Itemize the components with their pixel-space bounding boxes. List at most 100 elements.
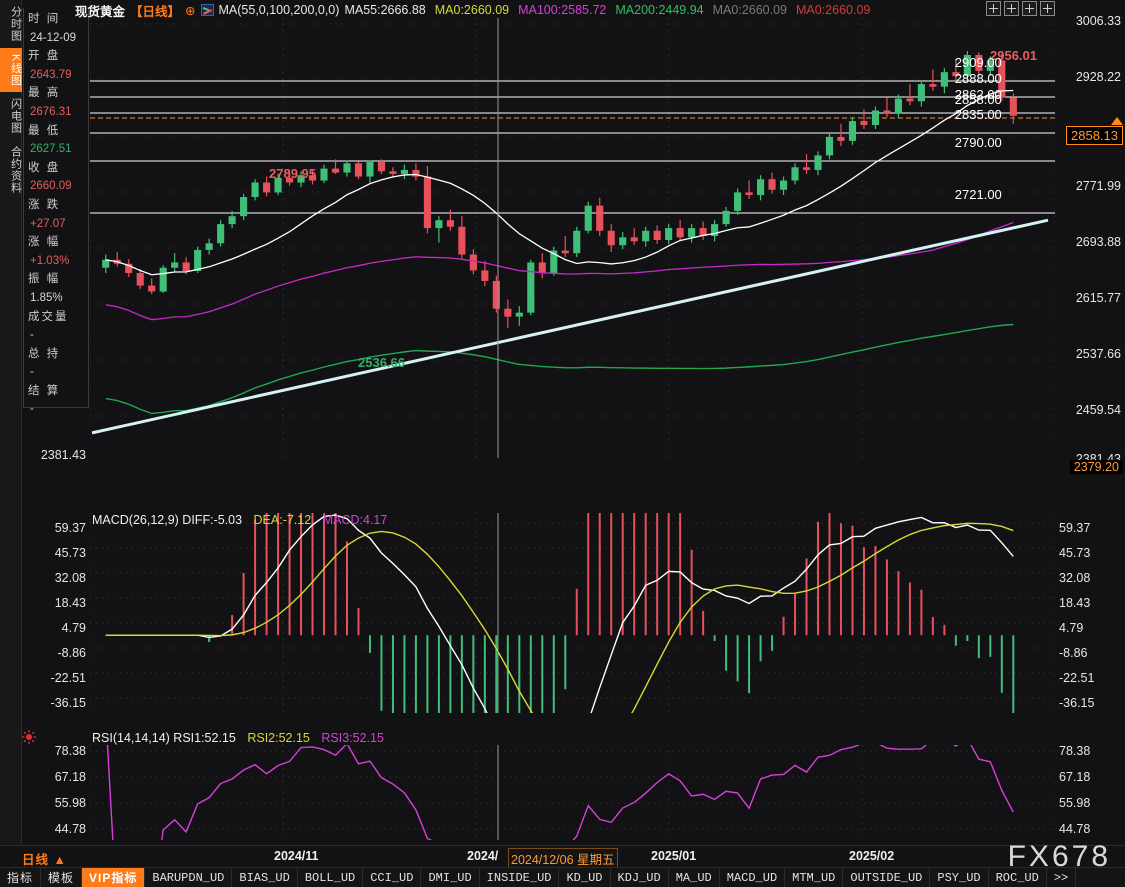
rsi-tick: 78.38 <box>1059 744 1091 758</box>
tb-vip-indicator[interactable]: VIP指标 <box>82 868 146 887</box>
macd-tick: -36.15 <box>50 696 86 710</box>
info-label: 振 幅 <box>28 273 61 286</box>
time-tick: 2024/11 <box>274 849 319 863</box>
rail-item-lightning[interactable]: 闪电图 <box>9 98 22 135</box>
sun-burst-icon[interactable] <box>22 730 36 744</box>
price-line-label: 2888.00 <box>954 71 1002 86</box>
ma-value: MA100:2585.72 <box>518 3 607 17</box>
rsi-tick: 55.98 <box>1059 796 1091 810</box>
macd-tick: 4.79 <box>61 621 86 635</box>
tb-cci[interactable]: CCI_UD <box>363 868 422 887</box>
tb-outside[interactable]: OUTSIDE_UD <box>843 868 931 887</box>
info-label: 总 持 <box>28 347 61 360</box>
price-line-label: 2862.00 <box>954 87 1002 102</box>
tb-kd[interactable]: KD_UD <box>559 868 611 887</box>
instrument-name: 现货黄金 <box>75 4 126 19</box>
macd-tick: 32.08 <box>1059 571 1091 585</box>
last-price-badge: 2858.13 <box>1066 126 1123 145</box>
info-value: - <box>30 366 34 379</box>
macd-tick: -8.86 <box>1059 646 1088 660</box>
indicator-toolbar: 指标 模板 VIP指标 BARUPDN_UD BIAS_UD BOLL_UD CCI_UD D… <box>0 867 1125 887</box>
info-label: 最 低 <box>28 124 61 137</box>
tb-kdj[interactable]: KDJ_UD <box>611 868 669 887</box>
macd-tick: 18.43 <box>1059 596 1091 610</box>
price-line-label: 2909.00 <box>954 55 1002 70</box>
chart-header: 现货黄金 【日线】 ⊕ MA(55,0,100,200,0,0) MA55:26… <box>75 1 1125 19</box>
tb-boll[interactable]: BOLL_UD <box>298 868 364 887</box>
fit-left-tool[interactable] <box>1004 1 1019 16</box>
ma-value: MA200:2449.94 <box>615 3 704 17</box>
tb-mtm[interactable]: MTM_UD <box>785 868 844 887</box>
info-value: 2643.79 <box>30 68 72 81</box>
info-label: 开 盘 <box>28 50 61 63</box>
price-tick: 3006.33 <box>1075 14 1121 28</box>
rsi-tick: 67.18 <box>1059 770 1091 784</box>
ma-value: MA0:2660.09 <box>796 3 871 17</box>
main-candlestick-panel[interactable] <box>90 18 1055 458</box>
tb-ma[interactable]: MA_UD <box>669 868 720 887</box>
info-value: +1.03% <box>30 254 70 267</box>
info-value: - <box>30 329 34 342</box>
info-value: 1.85% <box>30 291 63 304</box>
time-tick: 2024/ <box>467 849 499 863</box>
quote-info-panel: 时 间 24-12-09 开 盘 2643.79 最 高 2676.31 最 低 2627.5… <box>23 8 89 415</box>
chart-price-annotation: 2789.95 <box>269 166 316 181</box>
ma-value: MA0:2660.09 <box>434 3 510 17</box>
rsi-tick: 67.18 <box>54 770 86 784</box>
info-label: 涨 跌 <box>28 198 61 211</box>
rsi-tick: 44.78 <box>54 822 86 836</box>
tb-bias[interactable]: BIAS_UD <box>232 868 298 887</box>
macd-tick: -8.86 <box>57 646 87 660</box>
macd-tick: 32.08 <box>54 571 86 585</box>
info-value: 2627.51 <box>30 143 72 156</box>
tb-macd[interactable]: MACD_UD <box>720 868 786 887</box>
rail-item-kline[interactable]: K线图 <box>0 48 22 93</box>
move-crosshair-tool[interactable] <box>986 1 1001 16</box>
cursor-date-label: 2024/12/06 星期五 <box>508 848 618 869</box>
ma-formula: MA(55,0,100,200,0,0) <box>218 3 340 17</box>
price-line-label: 2858.00 <box>954 92 1002 107</box>
ma-value: MA55:2666.88 <box>344 3 426 17</box>
macd-tick: -22.51 <box>50 671 86 685</box>
info-label: 涨 幅 <box>28 236 61 249</box>
price-tick: 2928.22 <box>1075 70 1121 84</box>
tb-inside[interactable]: INSIDE_UD <box>480 868 560 887</box>
macd-tick: -22.51 <box>1059 671 1095 685</box>
tb-dmi[interactable]: DMI_UD <box>421 868 480 887</box>
info-label: 收 盘 <box>28 161 61 174</box>
tb-indicator[interactable]: 指标 <box>0 868 42 887</box>
info-label: 结 算 <box>28 384 61 397</box>
rsi-tick: 78.38 <box>54 744 86 758</box>
price-tick: 2693.88 <box>1075 235 1121 249</box>
tb-template[interactable]: 模板 <box>41 868 83 887</box>
rail-item-contract-info[interactable]: 合约资料 <box>9 146 22 195</box>
macd-tick: 4.79 <box>1059 621 1084 635</box>
macd-tick: 18.43 <box>54 596 86 610</box>
macd-tick: -36.15 <box>1059 696 1095 710</box>
rsi-title: RSI(14,14,14) RSI1:52.15 RSI2:52.15 RSI3… <box>92 731 384 745</box>
macd-tick: 45.73 <box>1059 546 1091 560</box>
rail-item-timeshare[interactable]: 分时图 <box>9 6 22 42</box>
tb-barupdn[interactable]: BARUPDN_UD <box>145 868 233 887</box>
info-label: 成交量 <box>28 310 69 323</box>
fit-right-tool[interactable] <box>1022 1 1037 16</box>
rsi-panel[interactable] <box>90 745 1055 840</box>
price-tick: 2771.99 <box>1075 179 1121 193</box>
ma-value: MA0:2660.09 <box>712 3 787 17</box>
indicator-icon[interactable] <box>200 4 214 16</box>
chart-price-annotation: 2536.66 <box>358 355 405 370</box>
price-tick: 2615.77 <box>1075 291 1121 305</box>
time-axis: 日线 ▲ 2024/12/06 星期五 2024/11 2024/2025/01 2… <box>0 845 1125 869</box>
time-period-badge[interactable]: 日线 ▲ <box>22 853 67 867</box>
info-value: 2660.09 <box>30 180 72 193</box>
tb-more[interactable]: >> <box>1047 868 1077 887</box>
tb-roc[interactable]: ROC_UD <box>989 868 1047 887</box>
tb-psy[interactable]: PSY_UD <box>930 868 989 887</box>
toolbar-spacer <box>1076 868 1125 887</box>
info-value: 24-12-09 <box>30 31 77 44</box>
macd-panel[interactable] <box>90 513 1055 713</box>
info-label: 最 高 <box>28 87 61 100</box>
crosshair-circle-icon[interactable]: ⊕ <box>185 3 196 18</box>
scroll-end-tool[interactable] <box>1040 1 1055 16</box>
chart-price-annotation: 2956.01 <box>990 48 1037 63</box>
